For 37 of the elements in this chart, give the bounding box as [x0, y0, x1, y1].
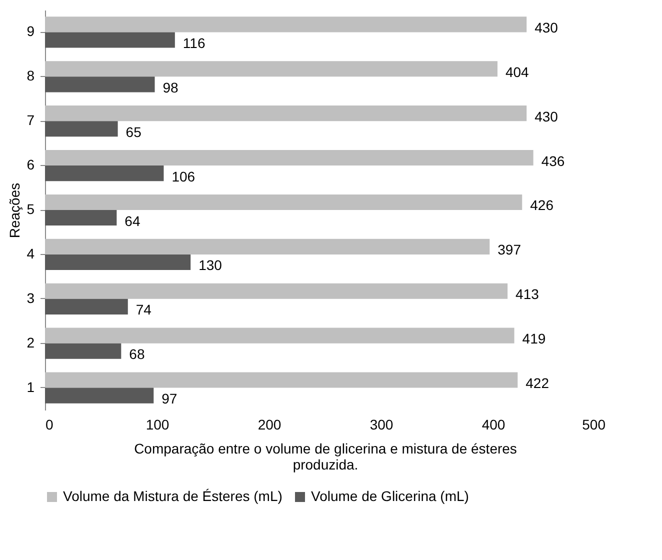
- y-tick-label: 3: [26, 290, 35, 306]
- data-label: 430: [534, 108, 558, 124]
- x-tick-label: 500: [582, 416, 606, 432]
- data-label: 404: [505, 64, 530, 80]
- data-label: 64: [124, 212, 140, 229]
- data-label: 413: [516, 286, 540, 302]
- data-label: 436: [541, 152, 565, 169]
- data-label: 397: [498, 242, 522, 258]
- y-tick-label: 2: [26, 334, 35, 350]
- x-axis-title: Comparação entre o volume de glicerina e mistura de ésteres produzida.: [134, 440, 517, 472]
- data-label: 130: [198, 257, 222, 274]
- legend-label: Volume de Glicerina (mL): [311, 488, 469, 504]
- x-tick-label: 200: [258, 416, 282, 432]
- legend-label: Volume da Mistura de Ésteres (mL): [63, 488, 282, 504]
- y-tick-label: 6: [26, 156, 35, 173]
- data-label: 430: [534, 19, 558, 36]
- y-tick-label: 8: [26, 68, 35, 84]
- x-tick-label: 300: [370, 416, 394, 432]
- y-tick-label: 9: [26, 23, 35, 40]
- data-label: 74: [136, 302, 152, 318]
- x-tick-label: 400: [482, 416, 506, 432]
- x-tick-label: 0: [46, 416, 54, 432]
- y-tick-label: 7: [26, 112, 35, 128]
- data-label: 98: [162, 79, 179, 96]
- x-tick-label: 100: [146, 416, 170, 432]
- y-tick-label: 1: [26, 378, 35, 395]
- data-label: 65: [126, 124, 142, 140]
- data-label: 426: [530, 197, 554, 214]
- data-label: 422: [526, 375, 550, 391]
- data-label: 68: [129, 346, 145, 362]
- data-label: 97: [162, 390, 178, 407]
- data-label: 116: [182, 35, 206, 51]
- y-tick-label: 4: [26, 245, 35, 262]
- y-axis-title: Reações: [6, 182, 23, 238]
- data-label: 106: [172, 168, 196, 184]
- y-tick-label: 5: [26, 201, 35, 217]
- data-label: 419: [522, 330, 546, 347]
